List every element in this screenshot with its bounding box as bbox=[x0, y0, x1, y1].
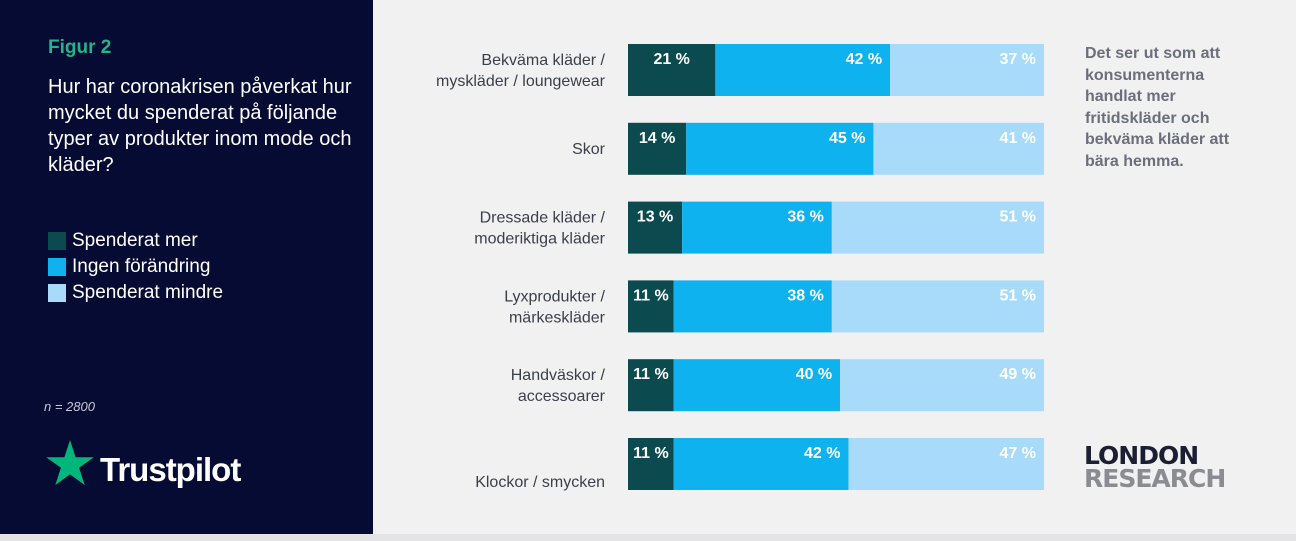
legend-label-less: Spenderat mindre bbox=[72, 282, 224, 303]
value-label-more-5: 11 % bbox=[633, 445, 669, 462]
legend-swatch-unchanged bbox=[48, 258, 66, 276]
trustpilot-star-icon bbox=[46, 440, 94, 485]
value-label-less-1: 41 % bbox=[1000, 130, 1036, 147]
value-label-unchanged-1: 45 % bbox=[829, 130, 865, 147]
category-label-2: Dressade kläder / moderiktiga kläder bbox=[474, 210, 605, 248]
trustpilot-logo: Trustpilot bbox=[46, 440, 286, 490]
value-label-less-0: 37 % bbox=[1000, 51, 1036, 68]
bar-unchanged-5 bbox=[673, 438, 849, 490]
bar-more-0 bbox=[628, 44, 716, 96]
category-label-4: Handväskor / accessoarer bbox=[511, 367, 606, 405]
category-label-3: Lyxprodukter / märkeskläder bbox=[504, 288, 605, 326]
value-label-less-4: 49 % bbox=[1000, 366, 1036, 383]
bar-less-0 bbox=[890, 44, 1044, 96]
legend-label-more: Spenderat mer bbox=[72, 230, 198, 251]
value-label-unchanged-2: 36 % bbox=[787, 209, 823, 226]
value-label-less-2: 51 % bbox=[1000, 209, 1036, 226]
value-label-unchanged-5: 42 % bbox=[804, 445, 840, 462]
value-label-more-1: 14 % bbox=[639, 130, 675, 147]
left-panel: Figur 2 Hur har coronakrisen påverkat hu… bbox=[0, 0, 373, 541]
category-label-1: Skor bbox=[572, 141, 606, 158]
bar-more-2 bbox=[628, 201, 683, 254]
category-label-0: Bekväma kläder / myskläder / loungewear bbox=[436, 52, 606, 90]
bottom-strip bbox=[0, 534, 1296, 541]
value-label-less-5: 47 % bbox=[1000, 445, 1036, 462]
bar-more-3 bbox=[628, 280, 674, 333]
brand-line-2: RESEARCH bbox=[1084, 464, 1226, 493]
stacked-bar-chart: 21 % 42 % 37 % Bekväma kläder / myskläder / … bbox=[436, 44, 1044, 491]
value-label-more-4: 11 % bbox=[633, 366, 669, 383]
bar-more-1 bbox=[628, 122, 687, 175]
value-label-unchanged-4: 40 % bbox=[796, 366, 832, 383]
bar-more-4 bbox=[628, 359, 674, 412]
bar-more-5 bbox=[628, 438, 674, 490]
bar-less-5 bbox=[848, 438, 1044, 490]
trustpilot-wordmark: Trustpilot bbox=[100, 451, 241, 488]
bar-unchanged-4 bbox=[673, 359, 841, 412]
bar-less-4 bbox=[840, 359, 1044, 412]
value-label-more-3: 11 % bbox=[633, 287, 669, 304]
legend-swatch-less bbox=[48, 284, 66, 302]
bar-unchanged-3 bbox=[673, 280, 832, 333]
bar-less-1 bbox=[873, 122, 1044, 175]
brand-line-1: LONDON bbox=[1084, 441, 1199, 470]
legend-label-unchanged: Ingen förändring bbox=[72, 256, 211, 277]
figure-label: Figur 2 bbox=[48, 37, 112, 58]
value-label-more-0: 21 % bbox=[653, 51, 689, 68]
bar-unchanged-1 bbox=[686, 122, 874, 175]
category-label-5: Klockor / smycken bbox=[475, 474, 605, 491]
value-label-less-3: 51 % bbox=[1000, 287, 1036, 304]
value-label-more-2: 13 % bbox=[637, 209, 673, 226]
chart-question: Hur har coronakrisen påverkat hur mycket… bbox=[48, 76, 352, 176]
value-label-unchanged-3: 38 % bbox=[787, 287, 823, 304]
bar-less-3 bbox=[831, 280, 1044, 333]
bar-unchanged-0 bbox=[715, 44, 891, 96]
bar-unchanged-2 bbox=[682, 201, 832, 254]
sample-size: n = 2800 bbox=[44, 399, 95, 414]
legend-swatch-more bbox=[48, 232, 66, 250]
bar-less-2 bbox=[831, 201, 1044, 254]
chart-annotation: Det ser ut som att konsumenterna handlat… bbox=[1085, 45, 1230, 170]
london-research-logo: LONDON RESEARCH bbox=[1084, 441, 1226, 493]
value-label-unchanged-0: 42 % bbox=[846, 51, 882, 68]
